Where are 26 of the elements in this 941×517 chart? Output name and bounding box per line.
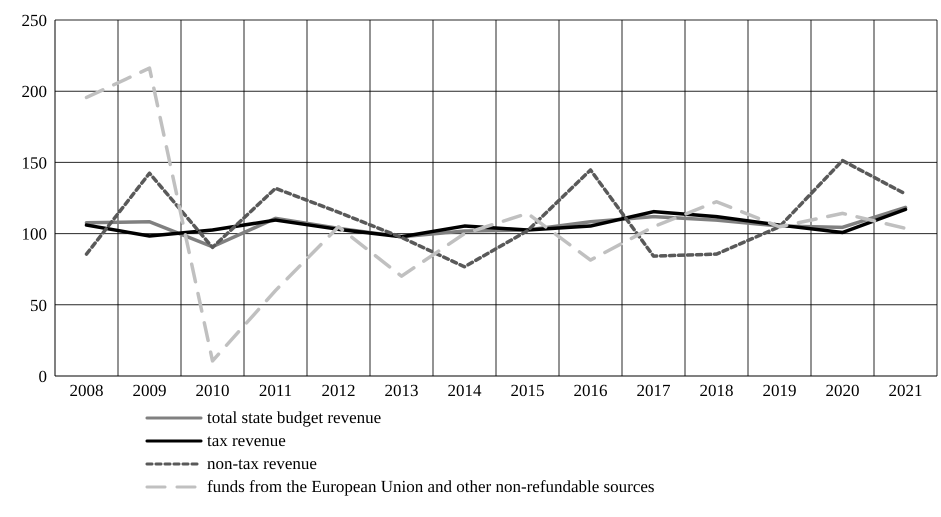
- x-tick-label: 2013: [384, 381, 418, 400]
- y-tick-label: 150: [22, 153, 47, 172]
- x-tick-label: 2020: [826, 381, 860, 400]
- x-tick-label: 2018: [700, 381, 734, 400]
- line-series: [84, 66, 908, 363]
- x-tick-label: 2010: [196, 381, 230, 400]
- line-series: [84, 158, 908, 269]
- y-tick-label: 0: [38, 367, 47, 386]
- x-tick-label: 2017: [636, 381, 671, 400]
- x-tick-label: 2014: [448, 381, 482, 400]
- x-tick-label: 2011: [258, 381, 292, 400]
- legend-label: non-tax revenue: [207, 454, 317, 474]
- legend-label: tax revenue: [207, 430, 286, 450]
- x-tick-label: 2016: [574, 381, 608, 400]
- x-tick-label: 2009: [132, 381, 166, 400]
- legend-label: funds from the European Union and other non-refundable sources: [207, 476, 655, 496]
- x-tick-label: 2008: [70, 381, 104, 400]
- y-tick-label: 50: [30, 296, 47, 315]
- y-tick-label: 100: [22, 224, 47, 244]
- x-tick-label: 2019: [762, 381, 796, 400]
- x-tick-label: 2021: [888, 381, 922, 400]
- y-tick-label: 250: [22, 11, 47, 30]
- x-tick-label: 2015: [510, 381, 544, 400]
- x-tick-label: 2012: [322, 381, 356, 400]
- y-tick-label: 200: [22, 82, 47, 102]
- legend-label: total state budget revenue: [207, 408, 382, 428]
